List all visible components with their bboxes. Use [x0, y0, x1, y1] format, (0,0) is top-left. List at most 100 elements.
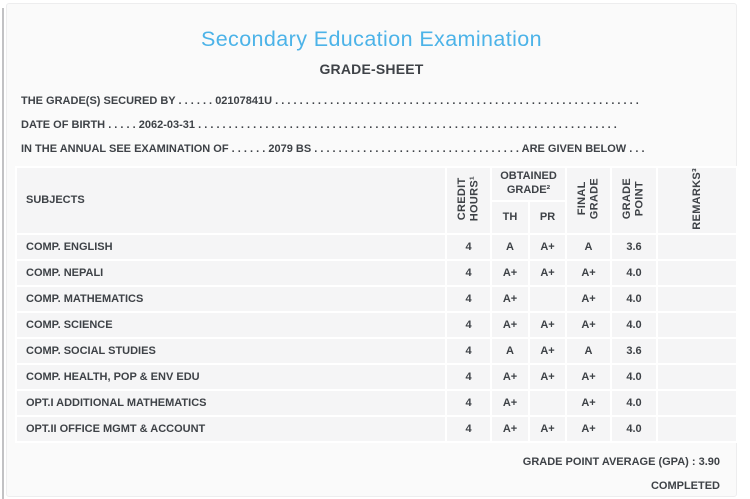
- symbol-number-value: 02107841U: [215, 95, 273, 107]
- header-credit-hours: CREDIT HOURS¹: [447, 168, 490, 233]
- pr-grade-cell: A+: [530, 234, 566, 259]
- th-grade-cell: A+: [492, 416, 528, 441]
- credit-cell: 4: [447, 390, 490, 415]
- final-grade-cell: A+: [567, 260, 611, 285]
- grade-sheet-card: Secondary Education Examination GRADE-SH…: [6, 3, 739, 497]
- dotted-fill: . . . . . . . . . . . . . . . . . . . . …: [314, 143, 519, 155]
- th-grade-cell: A+: [492, 390, 528, 415]
- grade-point-cell: 4.0: [612, 312, 657, 337]
- pr-grade-cell: [530, 390, 566, 415]
- header-obtained-grade: OBTAINED GRADE²: [492, 168, 566, 200]
- credit-cell: 4: [447, 234, 490, 259]
- examination-year-line: IN THE ANNUAL SEE EXAMINATION OF . . . .…: [21, 137, 663, 161]
- header-obtained-line1: OBTAINED: [500, 170, 557, 183]
- secured-by-label: THE GRADE(S) SECURED BY: [21, 95, 176, 107]
- th-grade-cell: A: [492, 234, 528, 259]
- pr-grade-cell: A+: [530, 260, 566, 285]
- final-grade-cell: A+: [567, 364, 611, 389]
- dotted-fill: . . . . . . . . . . . . . . . . . . . . …: [198, 119, 617, 131]
- remarks-cell: [658, 260, 737, 285]
- page-title: Secondary Education Examination: [200, 27, 543, 51]
- credit-cell: 4: [447, 338, 490, 363]
- table-row: COMP. HEALTH, POP & ENV EDU 4 A+ A+ A+ 4…: [17, 364, 737, 389]
- grade-point-cell: 3.6: [612, 234, 657, 259]
- subject-cell: COMP. HEALTH, POP & ENV EDU: [17, 364, 445, 389]
- grade-point-cell: 3.6: [612, 338, 657, 363]
- credit-cell: 4: [447, 416, 490, 441]
- pr-grade-cell: A+: [530, 364, 566, 389]
- grade-point-cell: 4.0: [612, 364, 657, 389]
- subject-cell: COMP. SOCIAL STUDIES: [17, 338, 445, 363]
- grades-table: SUBJECTS CREDIT HOURS¹ OBTAINED GRADE² F…: [15, 166, 739, 443]
- are-given-below-label: ARE GIVEN BELOW: [521, 143, 627, 155]
- dotted-fill: . . . . . . . . . . . . . . . . . . . . …: [275, 95, 639, 107]
- header-remarks-label: REMARKS³: [690, 168, 703, 230]
- table-row: COMP. MATHEMATICS 4 A+ A+ 4.0: [17, 286, 737, 311]
- status-completed: COMPLETED: [650, 479, 720, 492]
- date-of-birth-line: DATE OF BIRTH . . . . . 2062-03-31 . . .…: [21, 113, 663, 137]
- subject-cell: COMP. SCIENCE: [17, 312, 445, 337]
- subject-cell: OPT.I ADDITIONAL MATHEMATICS: [17, 390, 445, 415]
- final-grade-cell: A+: [567, 390, 611, 415]
- remarks-cell: [658, 416, 737, 441]
- grade-sheet-subtitle: GRADE-SHEET: [319, 61, 424, 77]
- final-grade-cell: A+: [567, 416, 611, 441]
- table-row: COMP. SOCIAL STUDIES 4 A A+ A 3.6: [17, 338, 737, 363]
- final-grade-cell: A+: [567, 312, 611, 337]
- candidate-info: THE GRADE(S) SECURED BY . . . . . . 0210…: [7, 89, 736, 161]
- header-credit-line2: HOURS¹: [468, 176, 481, 222]
- table-row: COMP. ENGLISH 4 A A+ A 3.6: [17, 234, 737, 259]
- final-grade-cell: A: [567, 338, 611, 363]
- header-final-grade: FINAL GRADE: [567, 168, 611, 233]
- table-row: OPT.II OFFICE MGMT & ACCOUNT 4 A+ A+ A+ …: [17, 416, 737, 441]
- header-final-line2: GRADE: [588, 178, 601, 220]
- dotted-fill: . . . . . .: [231, 143, 266, 155]
- header-obtained-line2: GRADE²: [506, 183, 551, 196]
- th-grade-cell: A+: [492, 260, 528, 285]
- table-row: COMP. NEPALI 4 A+ A+ A+ 4.0: [17, 260, 737, 285]
- header-gp-line1: GRADE: [621, 178, 634, 220]
- header-credit-line1: CREDIT: [455, 177, 468, 221]
- pr-grade-cell: A+: [530, 416, 566, 441]
- grade-point-cell: 4.0: [612, 286, 657, 311]
- remarks-cell: [658, 390, 737, 415]
- header-grade-point: GRADE POINT: [612, 168, 657, 233]
- subject-cell: COMP. NEPALI: [17, 260, 445, 285]
- remarks-cell: [658, 364, 737, 389]
- final-grade-cell: A+: [567, 286, 611, 311]
- date-of-birth-label: DATE OF BIRTH: [21, 119, 106, 131]
- remarks-cell: [658, 338, 737, 363]
- header-pr: PR: [530, 201, 566, 233]
- grade-point-cell: 4.0: [612, 390, 657, 415]
- window-edge-line: [2, 8, 4, 499]
- remarks-cell: [658, 286, 737, 311]
- final-grade-cell: A: [567, 234, 611, 259]
- result-summary: GRADE POINT AVERAGE (GPA) : 3.90 COMPLET…: [7, 456, 736, 492]
- th-grade-cell: A+: [492, 286, 528, 311]
- remarks-cell: [658, 234, 737, 259]
- th-grade-cell: A+: [492, 312, 528, 337]
- examination-year-value: 2079 BS: [268, 143, 312, 155]
- credit-cell: 4: [447, 260, 490, 285]
- gpa-line: GRADE POINT AVERAGE (GPA) : 3.90: [522, 455, 720, 468]
- header-gp-line2: POINT: [634, 181, 647, 217]
- subject-cell: COMP. MATHEMATICS: [17, 286, 445, 311]
- dotted-fill: . . . . . .: [178, 95, 213, 107]
- th-grade-cell: A+: [492, 364, 528, 389]
- subject-cell: OPT.II OFFICE MGMT & ACCOUNT: [17, 416, 445, 441]
- header-th: TH: [492, 201, 528, 233]
- credit-cell: 4: [447, 286, 490, 311]
- pr-grade-cell: [530, 286, 566, 311]
- pr-grade-cell: A+: [530, 338, 566, 363]
- secured-by-line: THE GRADE(S) SECURED BY . . . . . . 0210…: [21, 89, 663, 113]
- credit-cell: 4: [447, 364, 490, 389]
- date-of-birth-value: 2062-03-31: [138, 119, 196, 131]
- table-row: OPT.I ADDITIONAL MATHEMATICS 4 A+ A+ 4.0: [17, 390, 737, 415]
- dotted-fill: . . . . .: [108, 119, 136, 131]
- grade-point-cell: 4.0: [612, 416, 657, 441]
- dotted-fill: . . .: [629, 143, 645, 155]
- header-subjects: SUBJECTS: [17, 168, 445, 233]
- th-grade-cell: A: [492, 338, 528, 363]
- grade-point-cell: 4.0: [612, 260, 657, 285]
- remarks-cell: [658, 312, 737, 337]
